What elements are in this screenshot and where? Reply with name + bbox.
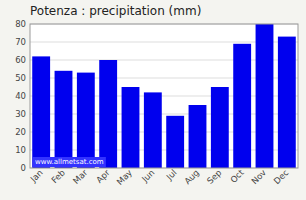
y-tick-label: 50: [15, 73, 26, 83]
bar: [211, 87, 229, 168]
x-tick-label: Jan: [28, 167, 45, 184]
y-tick-label: 60: [15, 55, 26, 65]
plot-frame: [30, 24, 298, 168]
x-tick-label: Sep: [205, 167, 223, 185]
y-tick-label: 20: [15, 127, 26, 137]
bar: [32, 56, 50, 168]
x-tick-label: Nov: [249, 167, 268, 186]
plot-background: [30, 24, 298, 168]
x-tick-label: Mar: [71, 167, 90, 186]
bar: [166, 116, 184, 168]
y-tick-label: 10: [15, 145, 26, 155]
y-tick-label: 70: [15, 37, 26, 47]
x-tick-label: Jun: [139, 167, 156, 184]
bar: [278, 37, 296, 168]
bars: [32, 24, 296, 168]
bar: [256, 24, 274, 168]
y-tick-label: 80: [15, 19, 26, 29]
title: Potenza : precipitation (mm): [30, 4, 201, 18]
bar: [122, 87, 140, 168]
bar: [189, 105, 207, 168]
watermark-text: www.allmetsat.com: [35, 158, 104, 166]
bar: [77, 73, 95, 168]
x-tick-label: May: [115, 167, 135, 187]
bar: [233, 44, 251, 168]
chart-container: Potenza : precipitation (mm) 0 10 20 30 40 50 6…: [0, 0, 306, 200]
x-tick-label: Oct: [228, 167, 246, 185]
bar: [144, 92, 162, 168]
y-tick-label: 40: [15, 91, 26, 101]
chart-svg: Potenza : precipitation (mm) 0 10 20 30 40 50 6…: [0, 0, 306, 200]
bar: [55, 71, 73, 168]
watermark: www.allmetsat.com: [33, 157, 106, 167]
x-tick-label: Feb: [49, 167, 67, 185]
y-tick-label: 30: [15, 109, 26, 119]
x-tick-label: Apr: [94, 167, 112, 185]
x-tick-label: Dec: [272, 167, 291, 186]
y-tick-label: 0: [21, 163, 26, 173]
x-tick-label: Aug: [182, 167, 201, 186]
watermark-background: [33, 157, 106, 167]
bar: [99, 60, 117, 168]
x-tick-label: Jul: [164, 167, 179, 182]
